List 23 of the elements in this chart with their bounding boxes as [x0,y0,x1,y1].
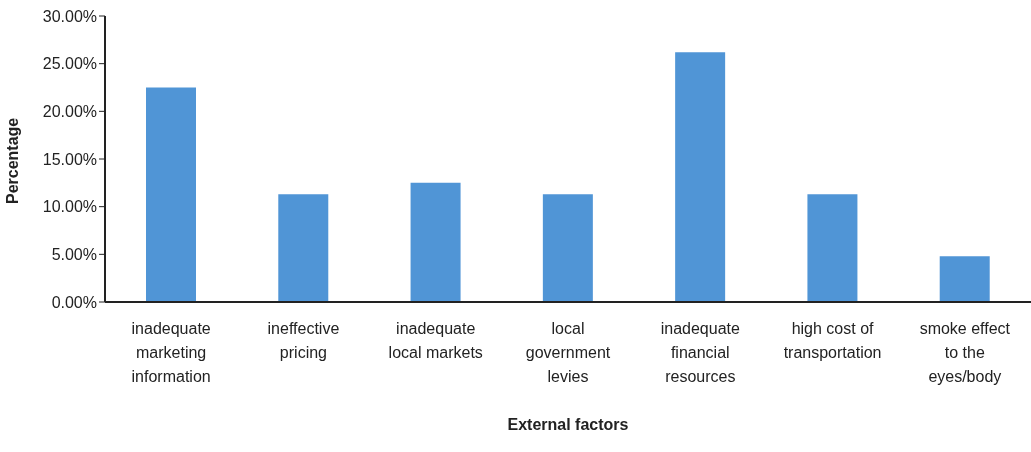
x-tick-label: inadequate financial resources [660,320,740,385]
x-tick-label: inadequate local markets [388,320,483,361]
bar [278,194,329,302]
bar [675,52,726,302]
y-axis-title: Percentage [3,117,21,204]
y-tick-label: 15.00% [42,150,97,168]
bar [146,87,196,302]
x-tick-label: high cost of transportation [783,320,882,361]
bar [410,182,461,302]
bar [542,194,593,302]
x-tick-label: local government levies [525,320,611,385]
y-tick-label: 25.00% [42,55,97,73]
x-axis-title: External factors [507,416,629,433]
x-tick-label: inadequate marketing information [131,320,211,385]
y-tick-label: 20.00% [42,103,97,121]
y-tick-label: 30.00% [42,7,97,25]
bar [807,194,858,302]
y-tick-label: 10.00% [42,198,97,216]
y-tick-label: 5.00% [51,246,97,264]
y-tick-label: 0.00% [51,293,97,311]
bar [939,256,990,302]
x-tick-label: smoke effect to the eyes/body [919,320,1011,385]
x-tick-label: ineffective pricing [267,320,340,361]
